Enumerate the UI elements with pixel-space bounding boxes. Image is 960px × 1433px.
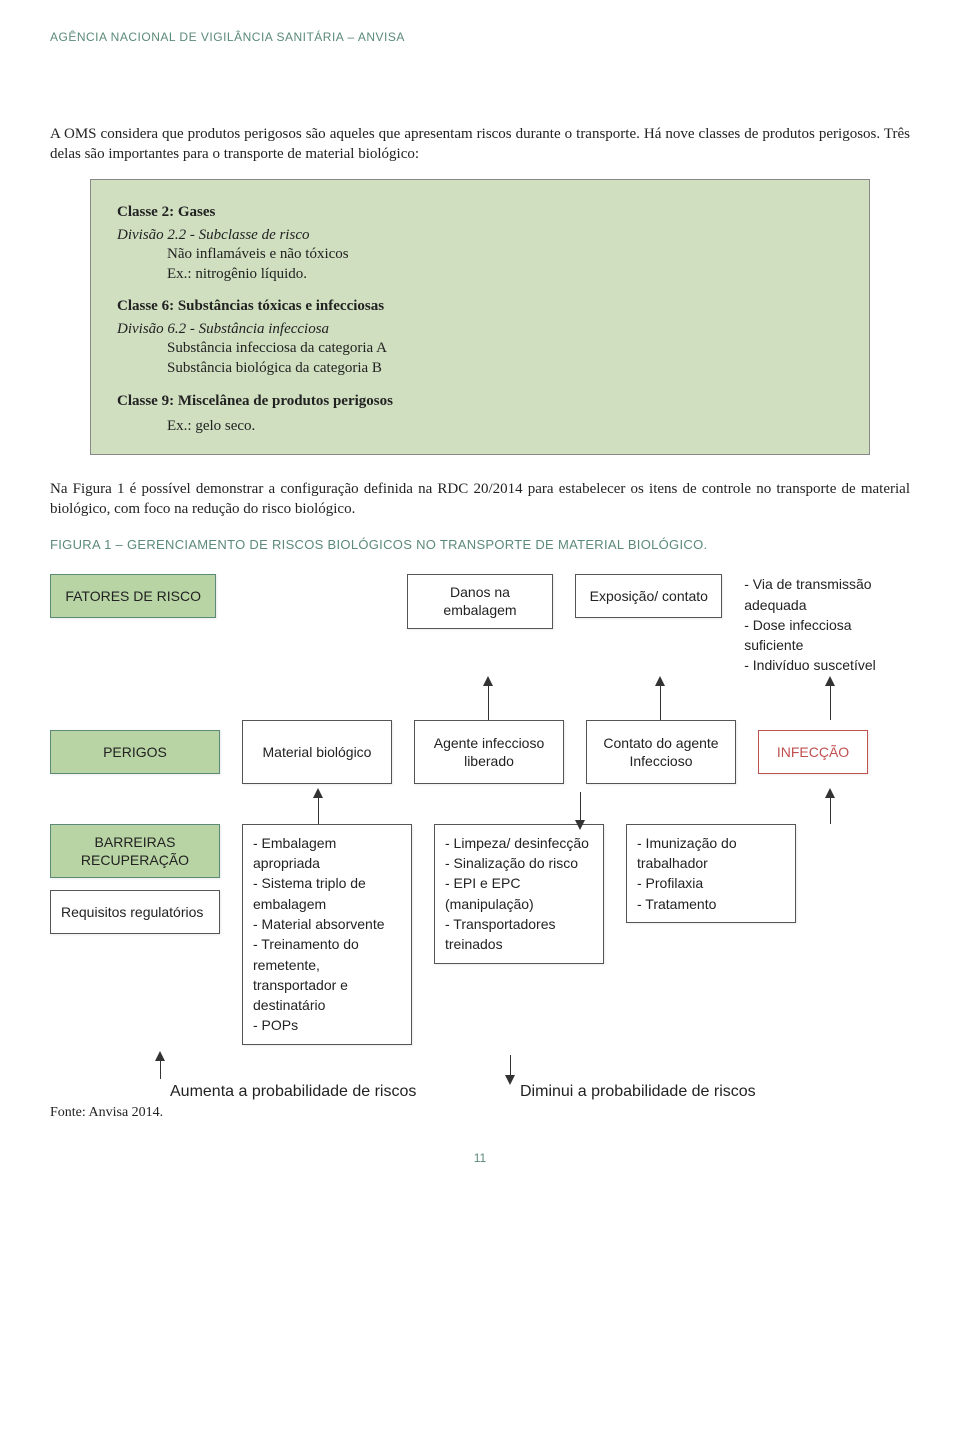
row1-c-item-0: - Via de transmissão adequada xyxy=(744,574,910,615)
bottom-right-label: Diminui a probabilidade de riscos xyxy=(520,1083,756,1101)
figure-title: FIGURA 1 – GERENCIAMENTO DE RISCOS BIOLÓ… xyxy=(50,537,910,552)
class2-line2: Ex.: nitrogênio líquido. xyxy=(167,264,843,284)
row3-b-3: - Transportadores treinados xyxy=(445,914,593,955)
row3-col-c: - Imunização do trabalhador - Profilaxia… xyxy=(626,824,796,923)
row1-cell-a: Danos na embalagem xyxy=(407,574,554,628)
figure-diagram: FATORES DE RISCO Danos na embalagem Expo… xyxy=(50,574,910,1100)
class2-title: Classe 2: Gases xyxy=(117,204,843,221)
row3-c-2: - Tratamento xyxy=(637,894,716,914)
class2-sub: Divisão 2.2 - Subclasse de risco xyxy=(117,227,843,244)
page-number: 11 xyxy=(50,1151,910,1165)
class9-line1: Ex.: gelo seco. xyxy=(167,416,843,436)
row1-label: FATORES DE RISCO xyxy=(50,574,216,618)
row1-c-item-1: - Dose infecciosa suficiente xyxy=(744,615,910,656)
row3-a-0: - Embalagem apropriada xyxy=(253,833,401,874)
row3-a-1: - Sistema triplo de embalagem xyxy=(253,873,401,914)
row1-cell-b: Exposição/ contato xyxy=(575,574,722,618)
paragraph-1: A OMS considera que produtos perigosos s… xyxy=(50,124,910,165)
row2-cell-a: Material biológico xyxy=(242,720,392,784)
row2-cell-b: Agente infeccioso liberado xyxy=(414,720,564,784)
row2-cell-d: INFECÇÃO xyxy=(758,730,868,774)
class2-line1: Não inflamáveis e não tóxicos xyxy=(167,244,843,264)
bottom-left-label: Aumenta a probabilidade de riscos xyxy=(170,1083,490,1101)
row1-cell-c: - Via de transmissão adequada - Dose inf… xyxy=(744,574,910,675)
source-text: Fonte: Anvisa 2014. xyxy=(50,1105,910,1121)
row2-label: PERIGOS xyxy=(50,730,220,774)
row2-cell-c: Contato do agente Infeccioso xyxy=(586,720,736,784)
class6-sub: Divisão 6.2 - Substância infecciosa xyxy=(117,321,843,338)
row3-b-0: - Limpeza/ desinfecção xyxy=(445,833,589,853)
row3-c-1: - Profilaxia xyxy=(637,873,703,893)
row3-col-a: - Embalagem apropriada - Sistema triplo … xyxy=(242,824,412,1045)
class6-line2: Substância biológica da categoria B xyxy=(167,358,843,378)
row3-label2: Requisitos regulatórios xyxy=(50,890,220,934)
row3-label1: BARREIRAS RECUPERAÇÃO xyxy=(50,824,220,878)
row3-a-2: - Material absorvente xyxy=(253,914,385,934)
class6-line1: Substância infecciosa da categoria A xyxy=(167,338,843,358)
class9-title: Classe 9: Miscelânea de produtos perigos… xyxy=(117,393,843,410)
page-header: AGÊNCIA NACIONAL DE VIGILÂNCIA SANITÁRIA… xyxy=(50,30,910,44)
classes-box: Classe 2: Gases Divisão 2.2 - Subclasse … xyxy=(90,179,870,455)
row3-b-2: - EPI e EPC (manipulação) xyxy=(445,873,593,914)
row3-a-4: - POPs xyxy=(253,1015,298,1035)
paragraph-2: Na Figura 1 é possível demonstrar a conf… xyxy=(50,479,910,520)
row3-b-1: - Sinalização do risco xyxy=(445,853,578,873)
row3-c-0: - Imunização do trabalhador xyxy=(637,833,785,874)
row3-a-3: - Treinamento do remetente, transportado… xyxy=(253,934,401,1015)
row3-col-b: - Limpeza/ desinfecção - Sinalização do … xyxy=(434,824,604,964)
row1-c-item-2: - Indivíduo suscetível xyxy=(744,655,910,675)
class6-title: Classe 6: Substâncias tóxicas e infeccio… xyxy=(117,298,843,315)
